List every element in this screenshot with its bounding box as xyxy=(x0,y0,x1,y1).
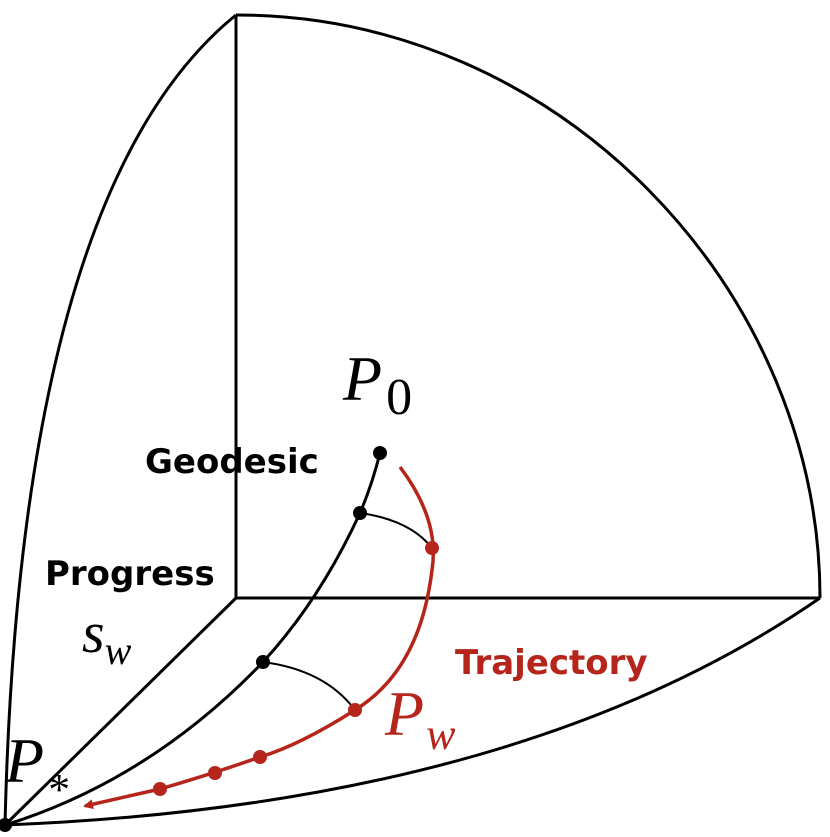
bottom-arc xyxy=(4,596,821,827)
sw-label: sw xyxy=(82,600,132,673)
left-arc xyxy=(3,13,237,826)
pw-label: Pw xyxy=(384,678,456,759)
geodesic-label: Geodesic xyxy=(145,442,319,482)
p0-label: P0 xyxy=(342,343,412,426)
geodesic-points xyxy=(0,446,387,832)
diagonal-edge xyxy=(3,596,238,827)
pstar-label: P* xyxy=(4,725,70,814)
geodesic-curve xyxy=(4,452,382,827)
connector xyxy=(262,661,356,711)
connector xyxy=(359,512,433,549)
top-arc xyxy=(235,13,822,599)
progress-label: Progress xyxy=(45,554,215,594)
trajectory-points xyxy=(153,541,439,796)
trajectory-label: Trajectory xyxy=(455,643,648,683)
